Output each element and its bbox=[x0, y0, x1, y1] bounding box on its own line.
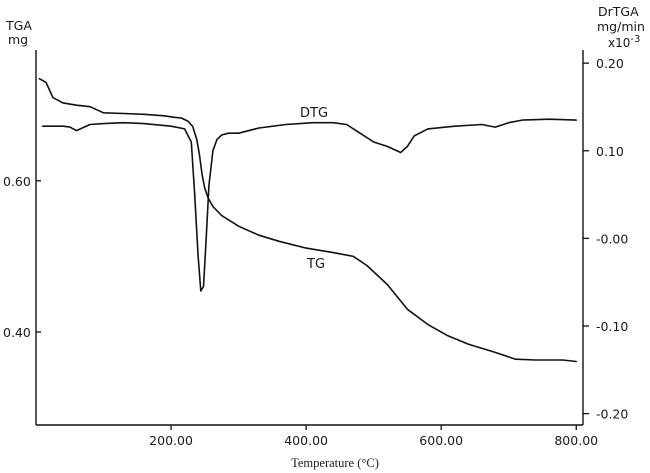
dtg-curve bbox=[42, 118, 577, 292]
tg-curve-label: TG bbox=[306, 257, 325, 272]
x-tick-label: 400.00 bbox=[284, 433, 328, 448]
right-tick-label: -0.00 bbox=[596, 231, 628, 246]
tg-curve bbox=[38, 77, 577, 363]
right-axis-label-line1: DrTGA bbox=[598, 4, 639, 19]
right-ticks: 0.20 0.10 -0.00 -0.10 -0.20 bbox=[583, 56, 628, 422]
plot-frame bbox=[35, 50, 584, 426]
left-axis-label-line2: mg bbox=[8, 32, 28, 47]
x-tick-label: 200.00 bbox=[149, 433, 193, 448]
right-axis-label-line2: mg/min bbox=[597, 19, 645, 34]
left-axis-label-line1: TGA bbox=[5, 18, 32, 33]
x-tick-label: 800.00 bbox=[554, 433, 598, 448]
x-tick-label: 600.00 bbox=[419, 433, 463, 448]
left-tick-label: 0.60 bbox=[3, 174, 31, 189]
dtg-curve-label: DTG bbox=[300, 106, 328, 121]
right-tick-label: 0.10 bbox=[596, 144, 624, 159]
right-tick-label: 0.20 bbox=[596, 56, 624, 71]
right-axis-scale-base: x10 bbox=[608, 36, 630, 50]
right-tick-label: -0.20 bbox=[596, 407, 628, 422]
right-axis-label-line3: x10-3 bbox=[608, 34, 640, 50]
x-ticks: 200.00 400.00 600.00 800.00 bbox=[149, 425, 598, 448]
right-axis-scale-exponent: -3 bbox=[630, 34, 640, 45]
x-axis-label: Temperature (°C) bbox=[291, 456, 379, 470]
left-ticks: 0.60 0.40 bbox=[3, 174, 41, 340]
right-tick-label: -0.10 bbox=[596, 319, 628, 334]
left-tick-label: 0.40 bbox=[3, 325, 31, 340]
